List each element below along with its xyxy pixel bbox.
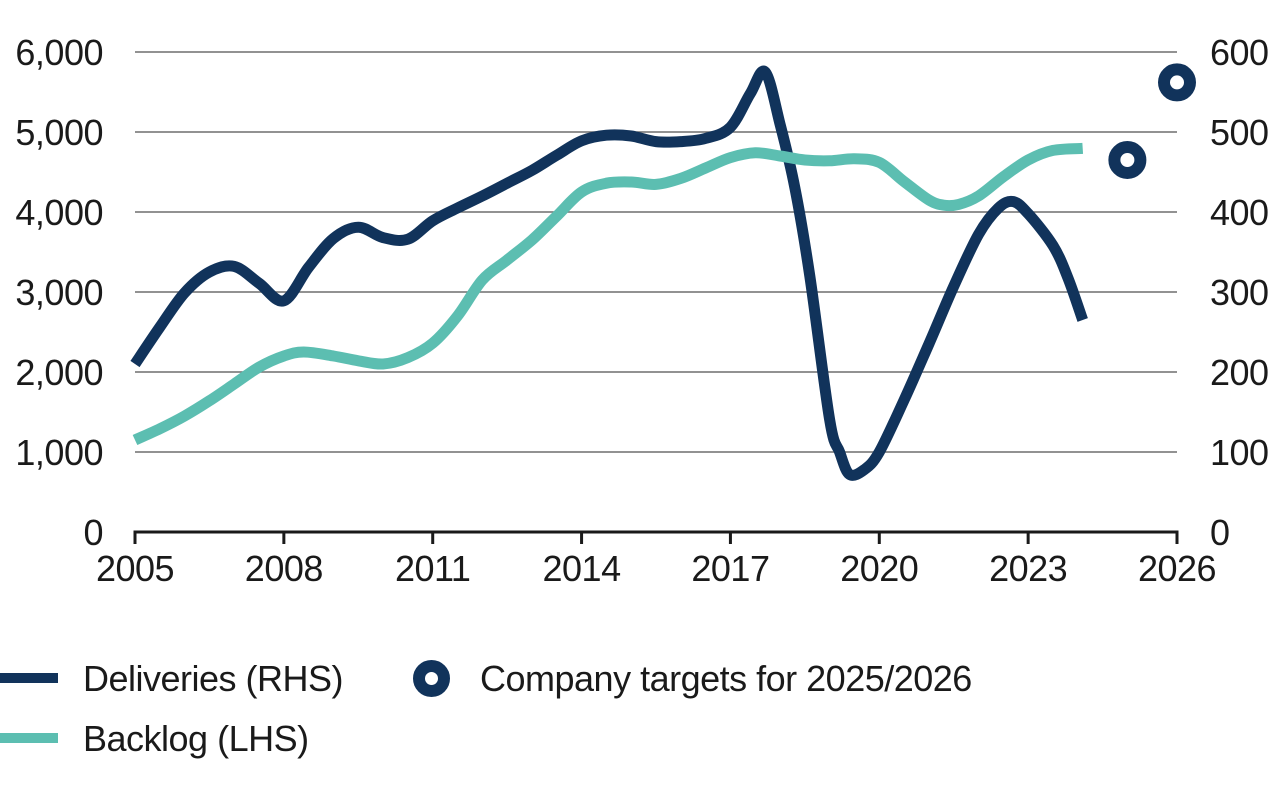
- x-axis-tick-label: 2023: [989, 548, 1067, 589]
- x-axis-tick-label: 2017: [691, 548, 769, 589]
- left-axis-tick-label: 6,000: [15, 32, 103, 73]
- x-axis-tick-label: 2026: [1138, 548, 1216, 589]
- x-axis-tick-label: 2020: [840, 548, 918, 589]
- target-marker: [1158, 63, 1196, 102]
- gridlines: [135, 51, 1177, 453]
- right-axis-tick-label: 0: [1210, 512, 1230, 553]
- targets-legend-label: Company targets for 2025/2026: [480, 658, 972, 699]
- backlog-line: [132, 142, 1084, 446]
- left-axis-tick-label: 4,000: [15, 192, 103, 233]
- backlog-legend-label: Backlog (LHS): [83, 718, 309, 759]
- left-axis-tick-label: 0: [83, 512, 103, 553]
- left-axis-tick-label: 1,000: [15, 432, 103, 473]
- backlog-line-swatch: [0, 733, 58, 743]
- deliveries-line: [130, 65, 1088, 481]
- right-axis-tick-label: 100: [1210, 432, 1269, 473]
- deliveries-legend-label: Deliveries (RHS): [83, 658, 344, 699]
- right-axis-tick-label: 600: [1210, 32, 1269, 73]
- x-axis: [133, 530, 1179, 544]
- right-axis-tick-label: 300: [1210, 272, 1269, 313]
- axis-labels: 0 1,000 2,000 3,000 4,000 5,000 6,000 0 100 200 30…: [15, 32, 1269, 589]
- target-marker: [1108, 141, 1147, 179]
- deliveries-line-swatch: [0, 673, 58, 683]
- left-axis-tick-label: 2,000: [15, 352, 103, 393]
- targets-ring-icon: [413, 660, 450, 697]
- right-axis-tick-label: 400: [1210, 192, 1269, 233]
- left-axis-tick-label: 3,000: [15, 272, 103, 313]
- right-axis-tick-label: 200: [1210, 352, 1269, 393]
- x-axis-tick-label: 2014: [543, 548, 621, 589]
- x-axis-tick-label: 2011: [395, 548, 470, 589]
- right-axis-tick-label: 500: [1210, 112, 1269, 153]
- x-axis-tick-label: 2008: [245, 548, 323, 589]
- target-markers: [1108, 63, 1196, 179]
- left-axis-tick-label: 5,000: [15, 112, 103, 153]
- x-axis-tick-label: 2005: [96, 548, 174, 589]
